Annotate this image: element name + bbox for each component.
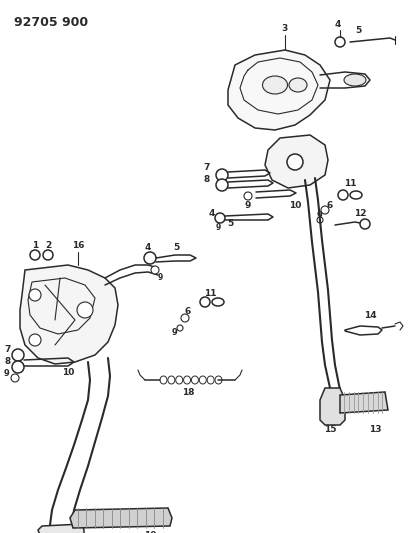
Text: 18: 18 xyxy=(181,389,194,398)
Circle shape xyxy=(43,250,53,260)
Ellipse shape xyxy=(343,74,365,86)
Text: 14: 14 xyxy=(363,311,375,320)
Circle shape xyxy=(334,37,344,47)
Text: 10: 10 xyxy=(288,200,301,209)
Text: 16: 16 xyxy=(71,240,84,249)
Text: 12: 12 xyxy=(353,209,366,219)
Circle shape xyxy=(199,297,209,307)
Text: 11: 11 xyxy=(343,179,356,188)
Text: 9: 9 xyxy=(157,273,162,282)
Text: 4: 4 xyxy=(208,208,215,217)
Polygon shape xyxy=(339,392,387,413)
Circle shape xyxy=(243,192,252,200)
Text: 15: 15 xyxy=(323,425,335,434)
Polygon shape xyxy=(264,135,327,188)
Circle shape xyxy=(151,266,159,274)
Circle shape xyxy=(30,250,40,260)
Text: 9: 9 xyxy=(172,328,178,337)
Text: 8: 8 xyxy=(5,358,11,367)
Text: 4: 4 xyxy=(145,244,151,253)
Circle shape xyxy=(286,154,302,170)
Circle shape xyxy=(29,289,41,301)
Circle shape xyxy=(11,374,19,382)
Circle shape xyxy=(144,252,156,264)
Text: 3: 3 xyxy=(281,23,287,33)
Polygon shape xyxy=(228,50,329,130)
Text: 6: 6 xyxy=(326,200,332,209)
Circle shape xyxy=(12,349,24,361)
Text: 10: 10 xyxy=(62,368,74,377)
Text: 7: 7 xyxy=(5,345,11,354)
Text: 9: 9 xyxy=(215,222,220,231)
Circle shape xyxy=(320,206,328,214)
Circle shape xyxy=(214,213,224,223)
Ellipse shape xyxy=(211,298,223,306)
Circle shape xyxy=(337,190,347,200)
Circle shape xyxy=(77,302,93,318)
Ellipse shape xyxy=(349,191,361,199)
Circle shape xyxy=(216,169,228,181)
Text: 9: 9 xyxy=(316,211,322,220)
Ellipse shape xyxy=(262,76,287,94)
Circle shape xyxy=(216,179,228,191)
Text: 13: 13 xyxy=(368,425,380,434)
Circle shape xyxy=(316,217,322,223)
Text: 5: 5 xyxy=(226,219,233,228)
Ellipse shape xyxy=(288,78,306,92)
Text: 6: 6 xyxy=(185,308,191,317)
Text: 8: 8 xyxy=(203,175,210,184)
Text: 19: 19 xyxy=(143,531,156,533)
Circle shape xyxy=(359,219,369,229)
Polygon shape xyxy=(319,388,344,425)
Polygon shape xyxy=(38,524,84,533)
Text: 7: 7 xyxy=(203,164,210,173)
Text: 11: 11 xyxy=(203,288,216,297)
Text: 4: 4 xyxy=(334,20,340,28)
Text: 1: 1 xyxy=(32,240,38,249)
Circle shape xyxy=(177,325,183,331)
Text: 92705 900: 92705 900 xyxy=(14,16,88,29)
Text: 5: 5 xyxy=(173,244,179,253)
Circle shape xyxy=(12,361,24,373)
Circle shape xyxy=(29,334,41,346)
Text: 5: 5 xyxy=(354,26,360,35)
Text: 9: 9 xyxy=(244,201,251,211)
Polygon shape xyxy=(20,265,118,364)
Text: 9: 9 xyxy=(4,369,10,378)
Circle shape xyxy=(180,314,189,322)
Polygon shape xyxy=(70,508,171,528)
Text: 2: 2 xyxy=(45,240,51,249)
